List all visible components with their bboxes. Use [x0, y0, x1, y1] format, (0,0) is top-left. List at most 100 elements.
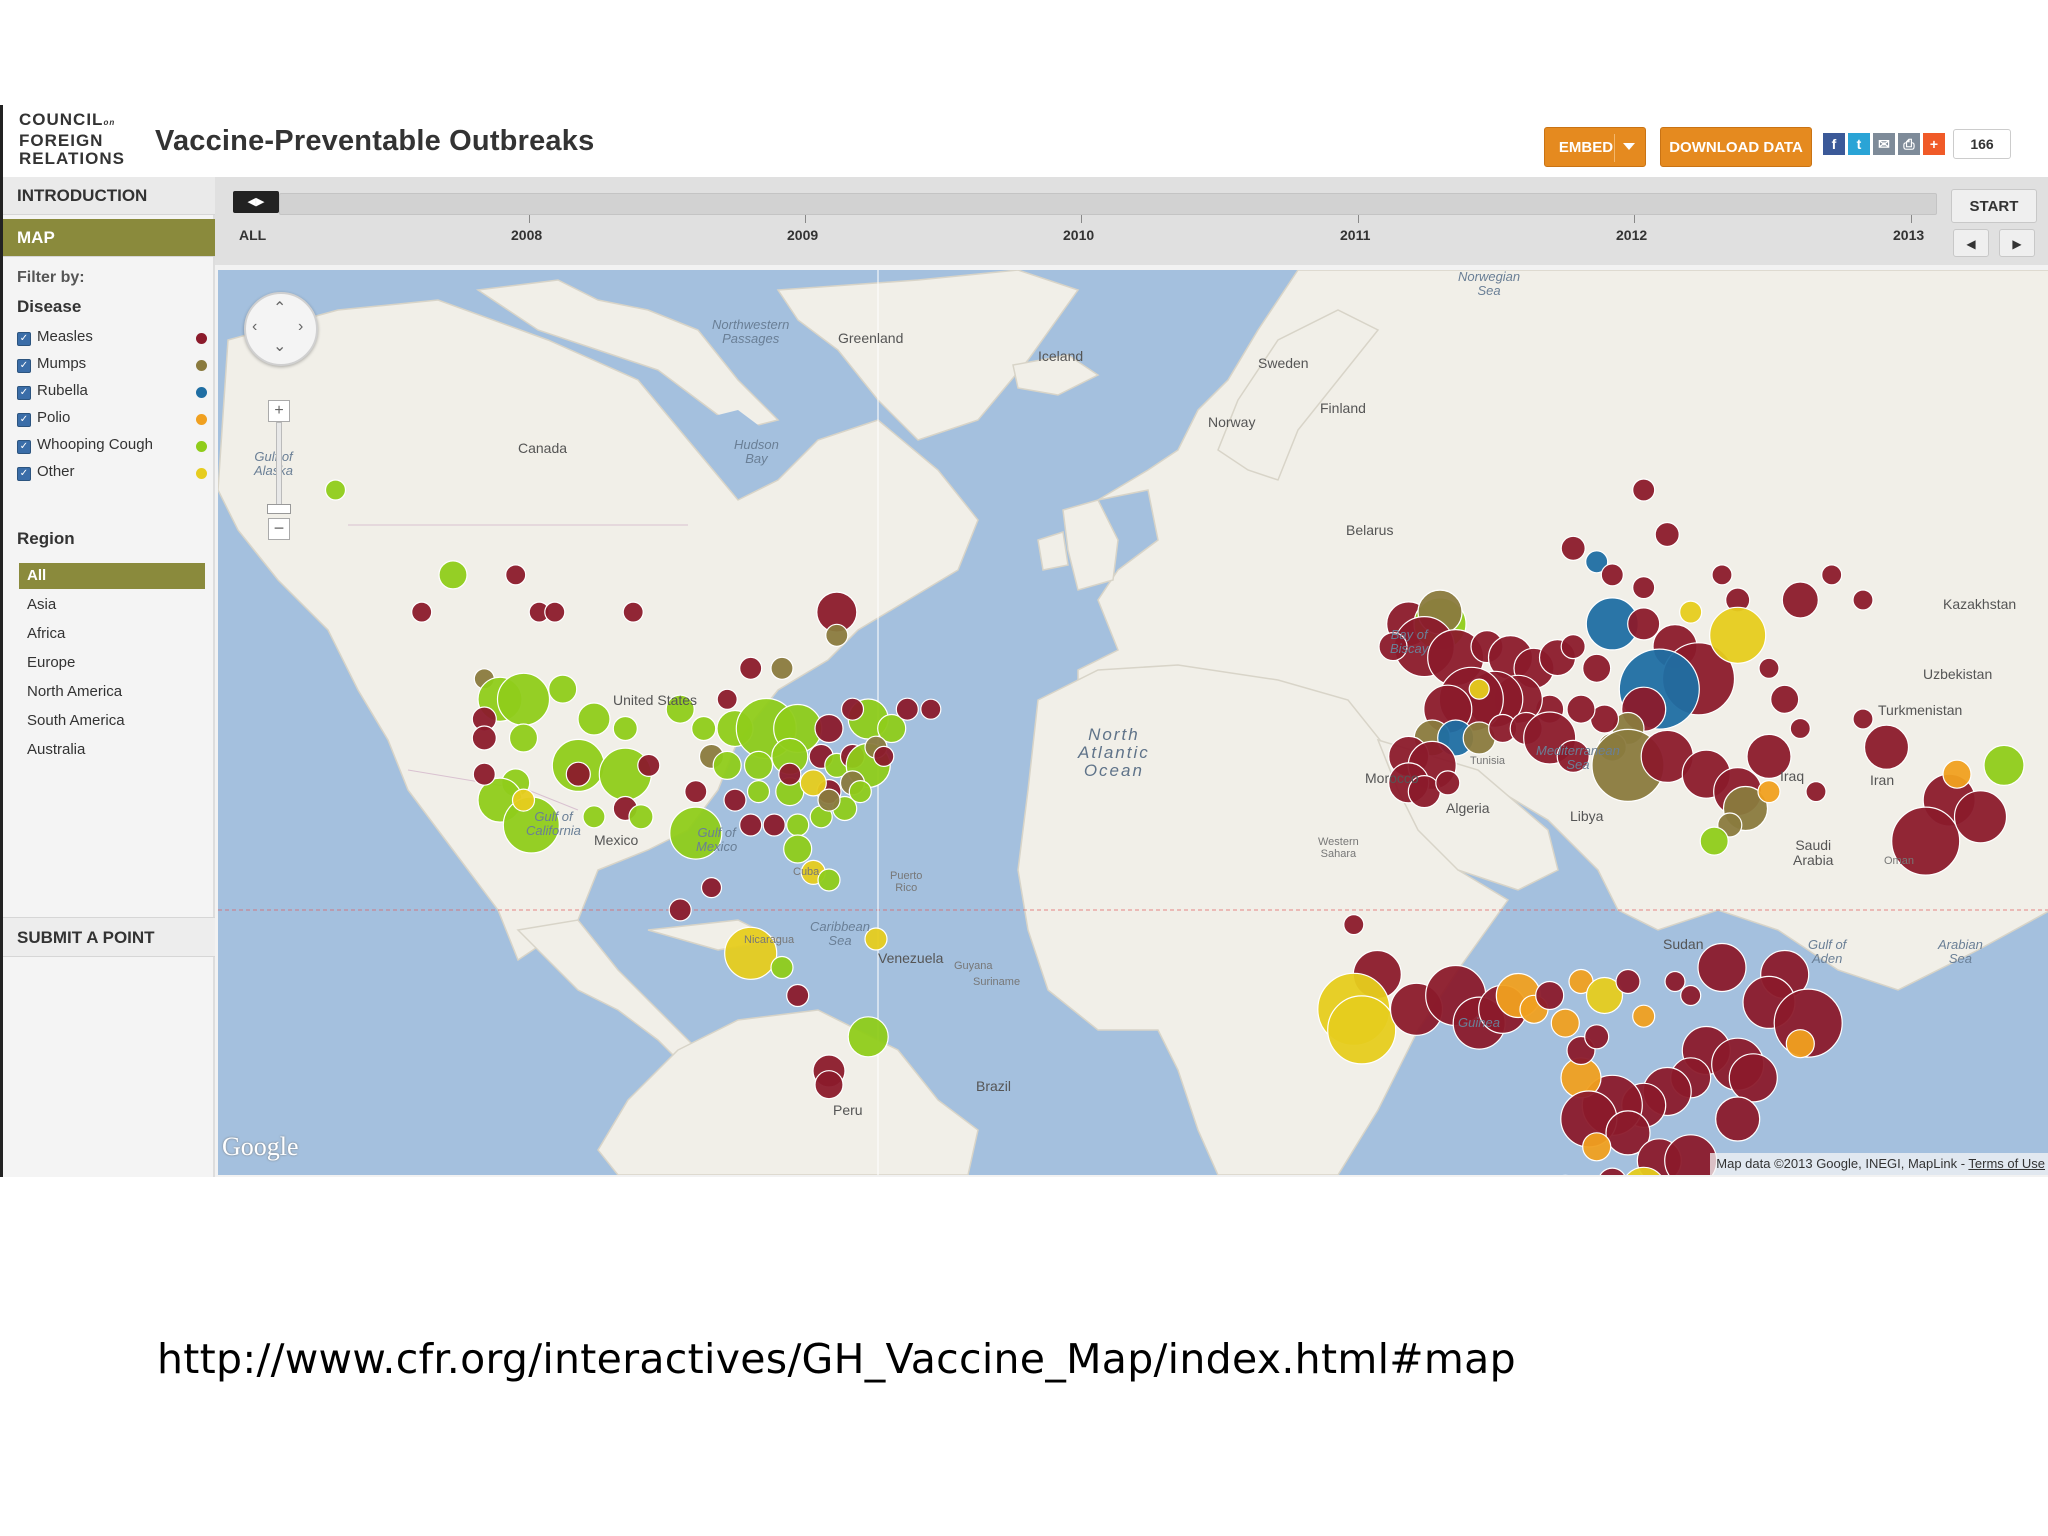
- outbreak-marker[interactable]: [814, 1070, 844, 1100]
- outbreak-marker[interactable]: [668, 898, 692, 922]
- outbreak-marker[interactable]: [1585, 550, 1609, 574]
- terms-of-use-link[interactable]: Terms of Use: [1968, 1156, 2045, 1171]
- outbreak-marker[interactable]: [582, 805, 606, 829]
- outbreak-marker[interactable]: [1632, 576, 1656, 600]
- outbreak-marker[interactable]: [471, 725, 497, 751]
- outbreak-marker[interactable]: [1711, 564, 1733, 586]
- outbreak-marker[interactable]: [1942, 759, 1972, 789]
- outbreak-marker[interactable]: [864, 927, 888, 951]
- add-icon[interactable]: +: [1923, 133, 1945, 155]
- timeline-toggle-icon[interactable]: ◀▶: [233, 191, 279, 213]
- outbreak-marker[interactable]: [1770, 684, 1800, 714]
- outbreak-marker[interactable]: [1697, 942, 1747, 993]
- timeline-year-2012[interactable]: 2012: [1616, 227, 1648, 243]
- download-data-button[interactable]: DOWNLOAD DATA: [1660, 127, 1812, 167]
- outbreak-marker[interactable]: [544, 601, 566, 623]
- facebook-icon[interactable]: f: [1823, 133, 1845, 155]
- outbreak-marker[interactable]: [1664, 1134, 1718, 1175]
- outbreak-marker[interactable]: [739, 656, 763, 680]
- outbreak-marker[interactable]: [438, 560, 468, 590]
- outbreak-marker[interactable]: [1746, 733, 1792, 779]
- outbreak-marker[interactable]: [508, 723, 539, 753]
- outbreak-marker[interactable]: [1632, 478, 1656, 502]
- outbreak-marker[interactable]: [612, 715, 638, 742]
- outbreak-marker[interactable]: [762, 813, 786, 837]
- outbreak-marker[interactable]: [505, 564, 527, 586]
- outbreak-marker[interactable]: [700, 876, 723, 899]
- outbreak-marker[interactable]: [786, 983, 810, 1008]
- outbreak-marker[interactable]: [411, 601, 433, 623]
- disease-filter-polio[interactable]: ✓ Polio: [17, 408, 207, 432]
- outbreak-marker[interactable]: [817, 868, 841, 892]
- disease-filter-measles[interactable]: ✓ Measles: [17, 327, 207, 351]
- pan-left-icon[interactable]: ‹: [252, 318, 258, 335]
- outbreak-marker[interactable]: [1891, 806, 1961, 876]
- outbreak-marker[interactable]: [1781, 581, 1819, 619]
- outbreak-marker[interactable]: [1584, 1024, 1610, 1050]
- outbreak-marker[interactable]: [1679, 600, 1703, 624]
- outbreak-marker[interactable]: [684, 779, 708, 804]
- outbreak-marker[interactable]: [324, 479, 347, 501]
- start-button[interactable]: START: [1951, 189, 2037, 223]
- outbreak-marker[interactable]: [712, 750, 742, 780]
- outbreak-marker[interactable]: [665, 694, 695, 724]
- outbreak-marker[interactable]: [1585, 976, 1624, 1015]
- outbreak-marker[interactable]: [716, 688, 738, 710]
- outbreak-marker[interactable]: [1560, 535, 1586, 561]
- disease-filter-other[interactable]: ✓ Other: [17, 462, 207, 486]
- pan-up-icon[interactable]: ⌃: [273, 300, 287, 317]
- outbreak-marker[interactable]: [548, 674, 578, 704]
- outbreak-marker[interactable]: [724, 926, 778, 980]
- checkbox[interactable]: ✓: [17, 359, 31, 373]
- outbreak-marker[interactable]: [1343, 913, 1365, 936]
- outbreak-marker[interactable]: [1560, 634, 1586, 660]
- zoom-out-button[interactable]: −: [268, 518, 290, 540]
- pan-right-icon[interactable]: ›: [298, 318, 304, 335]
- outbreak-map[interactable]: Iceland Greenland Canada Sweden Norway F…: [218, 270, 2048, 1175]
- region-north-america[interactable]: North America: [27, 683, 123, 700]
- google-logo[interactable]: Google: [222, 1132, 299, 1161]
- outbreak-marker[interactable]: [770, 955, 794, 980]
- timeline-next-button[interactable]: ▶: [1999, 229, 2035, 257]
- outbreak-marker[interactable]: [873, 745, 895, 767]
- region-australia[interactable]: Australia: [27, 741, 86, 758]
- nav-introduction[interactable]: INTRODUCTION: [3, 177, 215, 215]
- outbreak-marker[interactable]: [1615, 968, 1641, 995]
- timeline-year-2008[interactable]: 2008: [511, 227, 543, 243]
- outbreak-marker[interactable]: [1600, 563, 1624, 587]
- timeline-label-all[interactable]: ALL: [239, 227, 267, 243]
- outbreak-marker[interactable]: [1598, 1167, 1626, 1175]
- outbreak-marker[interactable]: [739, 813, 763, 837]
- outbreak-marker[interactable]: [799, 769, 827, 797]
- twitter-icon[interactable]: t: [1848, 133, 1870, 155]
- disease-filter-rubella[interactable]: ✓ Rubella: [17, 381, 207, 405]
- outbreak-marker[interactable]: [1556, 739, 1590, 773]
- outbreak-marker[interactable]: [1852, 589, 1874, 611]
- outbreak-marker[interactable]: [1664, 970, 1686, 993]
- outbreak-marker[interactable]: [1758, 657, 1780, 679]
- checkbox[interactable]: ✓: [17, 440, 31, 454]
- outbreak-marker[interactable]: [637, 753, 661, 777]
- outbreak-marker[interactable]: [1805, 780, 1827, 803]
- outbreak-marker[interactable]: [877, 713, 907, 744]
- outbreak-marker[interactable]: [496, 672, 551, 726]
- outbreak-marker[interactable]: [1953, 790, 2008, 844]
- outbreak-marker[interactable]: [1757, 779, 1781, 804]
- disease-filter-mumps[interactable]: ✓ Mumps: [17, 354, 207, 378]
- outbreak-marker[interactable]: [1550, 1008, 1580, 1038]
- outbreak-marker[interactable]: [1680, 984, 1702, 1007]
- outbreak-marker[interactable]: [895, 697, 919, 721]
- outbreak-marker[interactable]: [786, 813, 810, 837]
- timeline-year-2013[interactable]: 2013: [1893, 227, 1925, 243]
- print-icon[interactable]: ⎙: [1898, 133, 1920, 155]
- outbreak-marker[interactable]: [1654, 521, 1680, 548]
- outbreak-marker[interactable]: [669, 806, 723, 860]
- outbreak-marker[interactable]: [1863, 724, 1910, 770]
- outbreak-marker[interactable]: [1709, 606, 1767, 664]
- outbreak-marker[interactable]: [472, 762, 496, 786]
- cfr-logo[interactable]: COUNCILon FOREIGN RELATIONS: [19, 110, 125, 168]
- outbreak-marker[interactable]: [1535, 980, 1565, 1011]
- region-south-america[interactable]: South America: [27, 712, 125, 729]
- nav-submit-a-point[interactable]: SUBMIT A POINT: [3, 917, 215, 957]
- outbreak-marker[interactable]: [723, 788, 747, 812]
